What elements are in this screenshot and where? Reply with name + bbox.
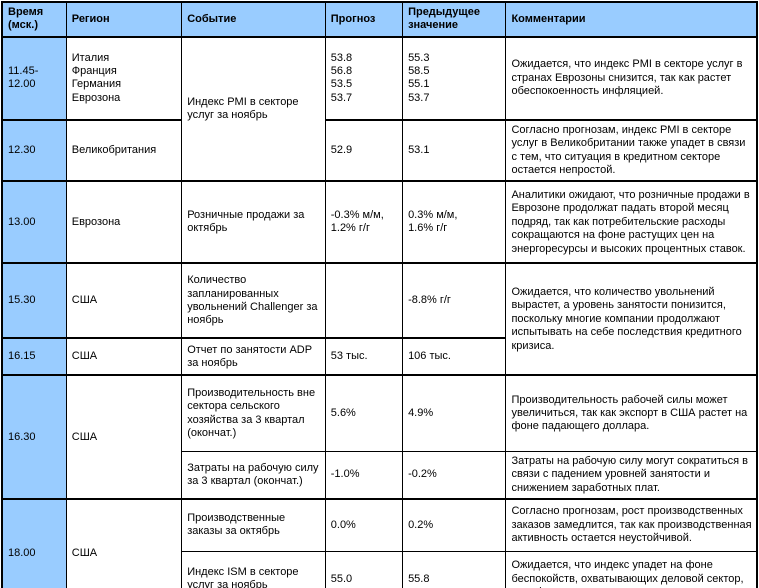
event-cell: Отчет по занятости ADP за ноябрь bbox=[181, 337, 326, 376]
comment-cell: Ожидается, что индекс упадет на фоне бес… bbox=[505, 550, 758, 588]
comment-cell: Затраты на рабочую силу могут сократитьс… bbox=[505, 450, 758, 500]
col-header-event: Событие bbox=[181, 1, 326, 38]
forecast-cell: -1.0% bbox=[324, 450, 404, 500]
col-header-forecast: Прогноз bbox=[324, 1, 404, 38]
forecast-cell: -0.3% м/м, 1.2% г/г bbox=[324, 180, 404, 264]
previous-value-cell: 53.1 bbox=[402, 118, 507, 182]
region-cell: Италия Франция Германия Еврозона bbox=[65, 35, 183, 121]
forecast-cell: 53 тыс. bbox=[324, 337, 404, 376]
comment-cell: Согласно прогнозам, индекс PMI в секторе… bbox=[505, 118, 758, 182]
event-cell: Розничные продажи за октябрь bbox=[181, 180, 326, 264]
event-cell: Затраты на рабочую силу за 3 квартал (ок… bbox=[181, 450, 326, 500]
event-cell: Индекс ISM в секторе услуг за ноябрь bbox=[181, 550, 326, 588]
previous-value-cell: -8.8% г/г bbox=[402, 262, 507, 339]
forecast-cell: 5.6% bbox=[324, 374, 404, 452]
time-cell: 12.30 bbox=[1, 118, 67, 182]
region-cell: США bbox=[65, 337, 183, 376]
time-cell: 18.00 bbox=[1, 498, 67, 588]
region-cell: США bbox=[65, 262, 183, 339]
region-cell: США bbox=[65, 498, 183, 588]
col-header-region: Регион bbox=[65, 1, 183, 38]
previous-value-cell: 55.8 bbox=[402, 550, 507, 588]
event-cell: Индекс PMI в секторе услуг за ноябрь bbox=[181, 35, 326, 182]
col-header-previous: Предыдущее значение bbox=[402, 1, 507, 38]
comment-cell: Ожидается, что количество увольнений выр… bbox=[505, 262, 758, 376]
previous-value-cell: -0.2% bbox=[402, 450, 507, 500]
table-row: 12.30 Великобритания 52.9 53.1 Согласно … bbox=[1, 118, 758, 182]
previous-value-cell: 106 тыс. bbox=[402, 337, 507, 376]
table-row: Затраты на рабочую силу за 3 квартал (ок… bbox=[2, 450, 758, 500]
forecast-cell: 52.9 bbox=[324, 118, 404, 182]
forecast-cell: 0.0% bbox=[324, 498, 404, 552]
time-cell: 16.15 bbox=[1, 337, 67, 376]
time-cell: 16.30 bbox=[1, 374, 67, 500]
forecast-cell: 53.8 56.8 53.5 53.7 bbox=[324, 35, 404, 121]
table-row: 18.00 США Производственные заказы за окт… bbox=[1, 498, 758, 588]
forecast-cell: 55.0 bbox=[324, 550, 404, 588]
previous-value-cell: 55.3 58.5 55.1 53.7 bbox=[402, 35, 507, 121]
event-cell: Производственные заказы за октябрь bbox=[181, 498, 326, 552]
time-cell: 13.00 bbox=[1, 180, 67, 264]
time-cell: 11.45- 12.00 bbox=[1, 35, 67, 121]
region-cell: Великобритания bbox=[65, 118, 183, 182]
col-header-comments: Комментарии bbox=[505, 1, 758, 38]
comment-cell: Аналитики ожидают, что розничные продажи… bbox=[505, 180, 758, 264]
comment-cell: Производительность рабочей силы может ув… bbox=[505, 374, 758, 452]
comment-cell: Ожидается, что индекс PMI в секторе услу… bbox=[505, 35, 758, 121]
table-row: 16.30 США Производительность вне сектора… bbox=[1, 374, 758, 500]
time-cell: 15.30 bbox=[1, 262, 67, 339]
table-row: 15.30 США Количество запланированных уво… bbox=[1, 262, 758, 376]
col-header-time: Время (мск.) bbox=[1, 1, 67, 38]
header-row: Время (мск.) Регион Событие Прогноз Пред… bbox=[1, 1, 758, 38]
forecast-cell bbox=[324, 262, 404, 339]
comment-cell: Согласно прогнозам, рост производственны… bbox=[505, 498, 758, 552]
table-row: Индекс ISM в секторе услуг за ноябрь 55.… bbox=[2, 550, 758, 588]
previous-value-cell: 0.3% м/м, 1.6% г/г bbox=[402, 180, 507, 264]
region-cell: США bbox=[65, 374, 183, 500]
event-cell: Количество запланированных увольнений Ch… bbox=[181, 262, 326, 339]
table-row: 13.00 Еврозона Розничные продажи за октя… bbox=[1, 180, 758, 264]
previous-value-cell: 4.9% bbox=[402, 374, 507, 452]
table-row: 16.15 США Отчет по занятости ADP за нояб… bbox=[1, 337, 757, 376]
region-cell: Еврозона bbox=[65, 180, 183, 264]
table-row: 11.45- 12.00 Италия Франция Германия Евр… bbox=[1, 35, 758, 182]
previous-value-cell: 0.2% bbox=[402, 498, 507, 552]
event-cell: Производительность вне сектора сельского… bbox=[181, 374, 326, 452]
